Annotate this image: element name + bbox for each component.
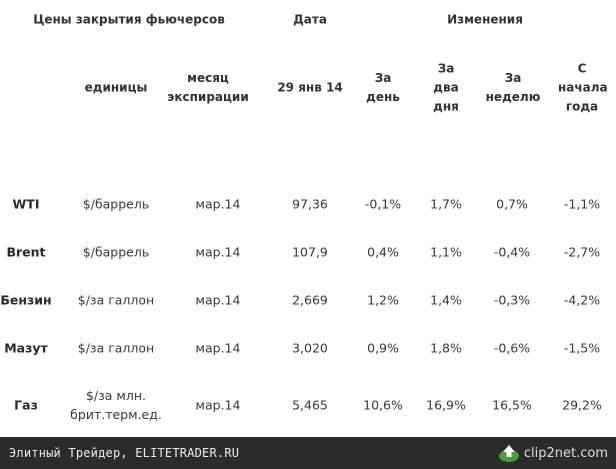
- cell-change-week: -0,3%: [493, 292, 531, 308]
- cell-expiry: мар.14: [195, 340, 241, 356]
- cell-change-week: -0,6%: [493, 340, 531, 356]
- footer-bar: Элитный Трейдер, ELITETRADER.RU clip2net…: [0, 437, 616, 469]
- cell-price: 107,9: [292, 244, 328, 260]
- cell-change-week: 16,5%: [492, 397, 532, 413]
- column-header-units: единицы: [84, 80, 148, 95]
- cell-expiry: мар.14: [195, 244, 241, 260]
- cell-price: 5,465: [292, 397, 328, 413]
- column-header-week: За неделю: [485, 71, 541, 104]
- row-label-wti: WTI: [12, 196, 40, 212]
- cell-change-two-days: 1,1%: [430, 244, 462, 260]
- column-header-expiry: месяц экспирации: [167, 71, 249, 104]
- cell-change-day: -0,1%: [364, 196, 402, 212]
- column-header-two-days: За два дня: [433, 61, 459, 114]
- cell-change-ytd: -2,7%: [563, 244, 601, 260]
- cell-expiry: мар.14: [195, 292, 241, 308]
- cell-units: $/баррель: [82, 196, 150, 212]
- cell-units: $/за галлон: [77, 340, 155, 356]
- cell-units: $/баррель: [82, 244, 150, 260]
- upload-arrow-icon: [498, 445, 519, 462]
- clip2net-logo-text: clip2net.com: [523, 445, 608, 461]
- cell-change-week: -0,4%: [493, 244, 531, 260]
- cell-change-week: 0,7%: [496, 196, 528, 212]
- column-header-ytd: С начала года: [558, 61, 608, 114]
- cell-change-ytd: -1,1%: [563, 196, 601, 212]
- cell-change-day: 1,2%: [367, 292, 399, 308]
- row-label-gasoline: Бензин: [0, 292, 52, 308]
- footer-caption: Элитный Трейдер, ELITETRADER.RU: [9, 446, 240, 460]
- row-label-gas: Газ: [14, 397, 38, 413]
- cell-price: 97,36: [292, 196, 328, 212]
- cell-expiry: мар.14: [195, 196, 241, 212]
- clip2net-logo: clip2net.com: [498, 443, 608, 463]
- row-label-brent: Brent: [6, 244, 46, 260]
- cell-change-two-days: 1,7%: [430, 196, 462, 212]
- cell-expiry: мар.14: [195, 397, 241, 413]
- cell-change-day: 10,6%: [363, 397, 403, 413]
- futures-table: Цены закрытия фьючерсов Дата Изменения е…: [0, 12, 608, 422]
- cell-units: $/за галлон: [77, 292, 155, 308]
- column-header-date-value: 29 янв 14: [277, 80, 343, 95]
- column-header-day: За день: [366, 71, 400, 104]
- changes-header: Изменения: [447, 12, 523, 27]
- cell-change-ytd: -4,2%: [563, 292, 601, 308]
- cell-units: $/за млн. брит.терм.ед.: [70, 388, 162, 422]
- cell-change-day: 0,9%: [367, 340, 399, 356]
- cell-change-ytd: 29,2%: [562, 397, 602, 413]
- cell-price: 2,669: [292, 292, 328, 308]
- date-header: Дата: [293, 12, 327, 27]
- cell-change-day: 0,4%: [367, 244, 399, 260]
- table-title: Цены закрытия фьючерсов: [33, 12, 225, 27]
- row-label-heating-oil: Мазут: [4, 340, 48, 356]
- cell-change-ytd: -1,5%: [563, 340, 601, 356]
- cell-change-two-days: 1,4%: [430, 292, 462, 308]
- cell-change-two-days: 1,8%: [430, 340, 462, 356]
- cell-change-two-days: 16,9%: [426, 397, 466, 413]
- cell-price: 3,020: [292, 340, 328, 356]
